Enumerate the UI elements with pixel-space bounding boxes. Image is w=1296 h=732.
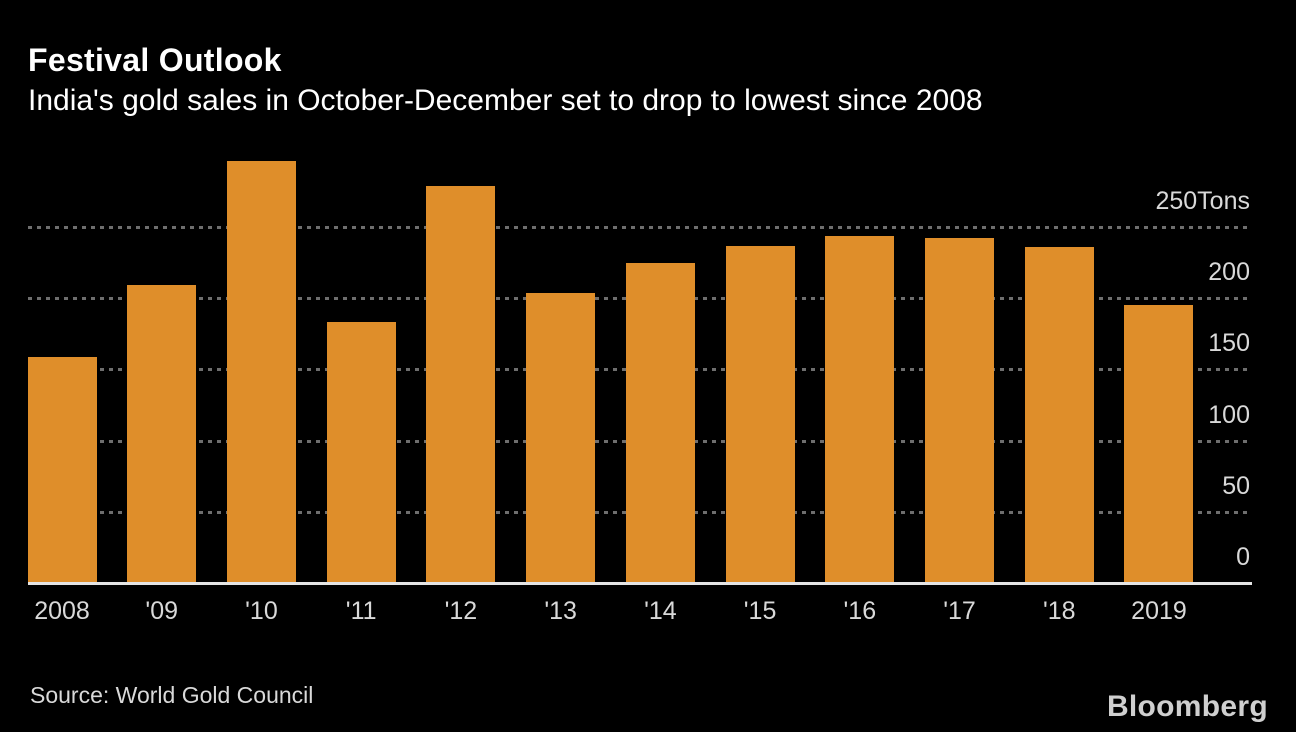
source-note: Source: World Gold Council — [30, 682, 314, 708]
x-tick-label-11: '11 — [345, 597, 377, 625]
y-tick-label-200: 200 — [1208, 258, 1250, 287]
bar-15 — [725, 245, 795, 583]
x-tick-label-2019: 2019 — [1131, 597, 1187, 625]
bar-11 — [326, 322, 396, 583]
x-tick-label-16: '16 — [843, 597, 877, 625]
gridline-250 — [28, 226, 1252, 229]
x-tick-label-15: '15 — [743, 597, 777, 625]
y-tick-label-50: 50 — [1222, 471, 1250, 500]
x-tick-label-10: '10 — [245, 597, 278, 625]
bar-10 — [226, 161, 296, 583]
bar-2008 — [27, 356, 97, 583]
bloomberg-logo: Bloomberg — [1106, 690, 1268, 723]
x-tick-label-17: '17 — [943, 597, 976, 625]
bar-13 — [526, 292, 596, 583]
bar-2019 — [1124, 305, 1194, 583]
x-tick-label-14: '14 — [644, 597, 677, 625]
x-tick-label-13: '13 — [544, 597, 577, 625]
x-axis-baseline — [28, 582, 1252, 585]
bar-12 — [426, 185, 496, 583]
page-title: Festival Outlook — [28, 42, 282, 78]
bar-14 — [625, 262, 695, 583]
bar-17 — [925, 238, 995, 583]
page-subtitle: India's gold sales in October-December s… — [28, 84, 983, 117]
bar-09 — [127, 285, 197, 583]
x-tick-label-2008: 2008 — [34, 597, 90, 625]
bar-16 — [825, 235, 895, 583]
x-tick-label-09: '09 — [145, 597, 179, 625]
bar-18 — [1024, 246, 1094, 583]
x-tick-label-12: '12 — [444, 597, 478, 625]
y-tick-label-100: 100 — [1208, 400, 1250, 429]
x-tick-label-18: '18 — [1042, 597, 1076, 625]
y-tick-label-150: 150 — [1208, 329, 1250, 358]
y-tick-label-0: 0 — [1236, 543, 1250, 571]
y-tick-label-250: 250Tons — [1155, 187, 1250, 215]
